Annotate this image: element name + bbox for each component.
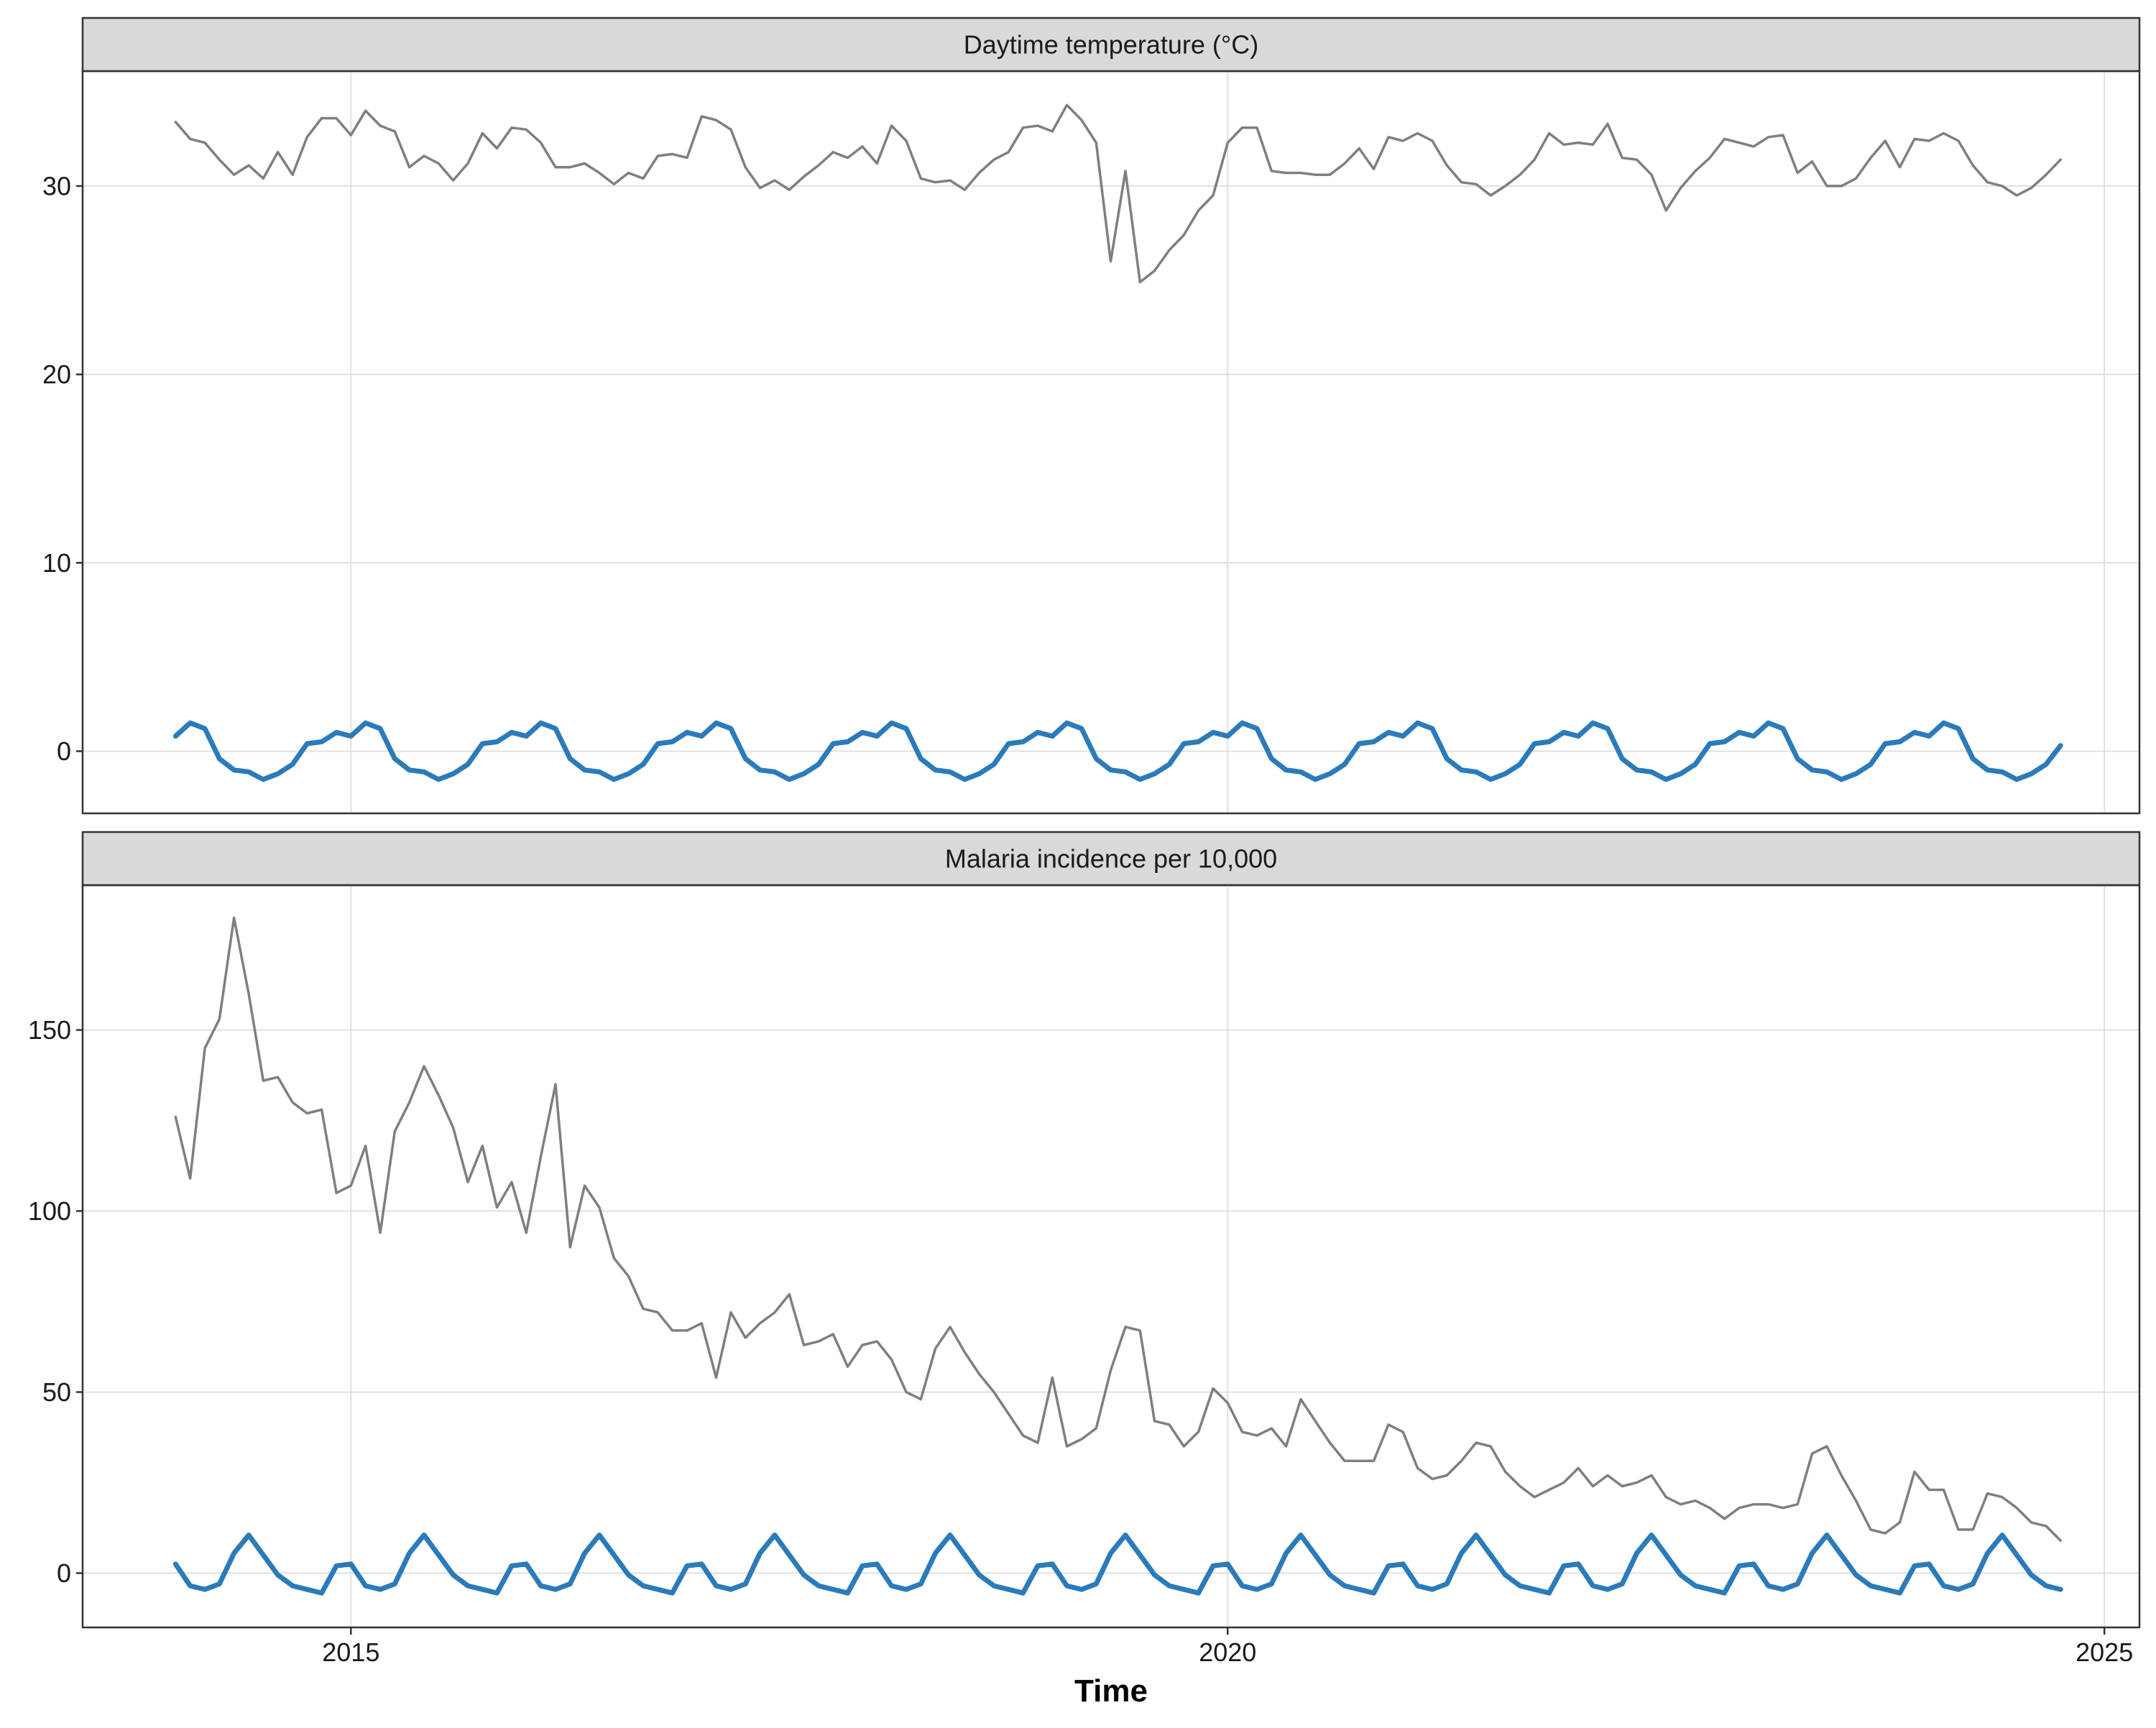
series-layer: [172, 103, 2063, 782]
x-tick-label: 2020: [1199, 1637, 1256, 1667]
grid-layer: [83, 71, 2139, 813]
y-tick-label: 30: [42, 171, 71, 200]
y-tick-label: 100: [28, 1196, 71, 1226]
y-tick-label: 150: [28, 1015, 71, 1045]
y-tick-label: 0: [57, 736, 71, 766]
y-axis: 0 10 20 30: [42, 171, 83, 766]
seasonal-series-line: [172, 1533, 2063, 1596]
x-tick-label: 2015: [322, 1637, 379, 1667]
plot-frame: [81, 884, 2141, 1629]
y-tick-label: 20: [42, 360, 71, 389]
panel-title: Malaria incidence per 10,000: [945, 844, 1277, 874]
panel-temperature: Daytime temperature (°C) 0 10 20 30: [42, 17, 2141, 815]
panel-strip: [81, 17, 2141, 73]
panel-strip: [81, 831, 2141, 887]
grid-layer: [83, 885, 2139, 1627]
y-axis: 0 50 100 150: [28, 1015, 83, 1588]
observed-series-line: [174, 103, 2062, 284]
x-axis: 2015 2020 2025: [322, 1627, 2133, 1667]
x-tick-label: 2025: [2076, 1637, 2133, 1667]
y-tick-label: 0: [57, 1558, 71, 1588]
series-layer: [172, 916, 2063, 1596]
panel-title: Daytime temperature (°C): [964, 30, 1259, 60]
y-tick-label: 50: [42, 1377, 71, 1407]
y-tick-label: 10: [42, 548, 71, 578]
plot-frame: [81, 70, 2141, 815]
seasonal-series-line: [172, 720, 2063, 782]
observed-series-line: [174, 916, 2062, 1542]
panel-malaria: Malaria incidence per 10,000 0 50 100 150: [28, 831, 2141, 1629]
x-axis-title: Time: [1074, 1673, 1148, 1709]
